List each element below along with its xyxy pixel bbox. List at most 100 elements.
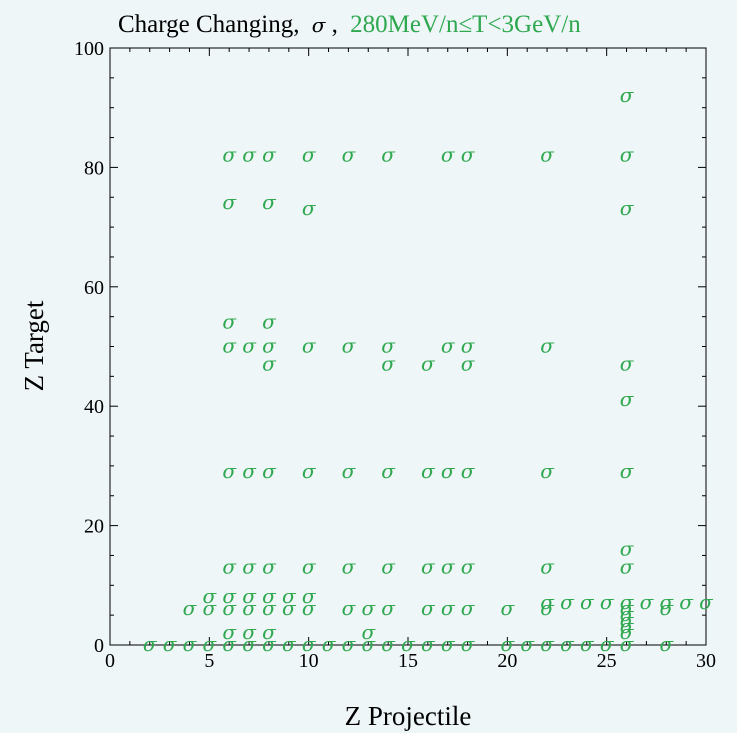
data-point: σ — [620, 608, 635, 632]
title-sigma: σ — [312, 13, 327, 37]
data-point: σ — [441, 632, 456, 656]
x-tick-label: 30 — [696, 650, 716, 672]
data-point: σ — [441, 554, 456, 578]
data-point: σ — [501, 632, 516, 656]
data-point: σ — [262, 334, 277, 358]
data-point: σ — [620, 554, 635, 578]
data-point: σ — [222, 310, 237, 334]
data-point: σ — [461, 351, 476, 375]
data-point: σ — [580, 632, 595, 656]
data-point: σ — [242, 584, 257, 608]
data-point: σ — [302, 596, 317, 620]
y-tick-label: 20 — [84, 516, 104, 538]
title-energy-range: 280MeV/n≤T<3GeV/n — [350, 11, 581, 38]
data-point: σ — [461, 554, 476, 578]
data-point: σ — [421, 554, 436, 578]
data-point: σ — [421, 632, 436, 656]
data-point: σ — [242, 142, 257, 166]
data-point: σ — [659, 590, 674, 614]
data-point: σ — [600, 590, 615, 614]
data-point: σ — [342, 596, 357, 620]
y-axis-label: Z Target — [19, 300, 49, 391]
data-point: σ — [242, 459, 257, 483]
data-point: σ — [222, 334, 237, 358]
x-tick-label: 0 — [105, 650, 115, 672]
data-point: σ — [302, 334, 317, 358]
data-point: σ — [183, 632, 198, 656]
data-point: σ — [620, 459, 635, 483]
data-point: σ — [441, 334, 456, 358]
data-point: σ — [282, 632, 297, 656]
data-point: σ — [620, 590, 635, 614]
x-tick-label: 15 — [398, 650, 418, 672]
data-point: σ — [242, 632, 257, 656]
data-point: σ — [222, 142, 237, 166]
data-point: σ — [262, 351, 277, 375]
data-point: σ — [302, 196, 317, 220]
data-point: σ — [222, 190, 237, 214]
data-point: σ — [461, 459, 476, 483]
data-point: σ — [302, 584, 317, 608]
data-point: σ — [222, 554, 237, 578]
data-point: σ — [381, 596, 396, 620]
data-point: σ — [501, 596, 516, 620]
data-point: σ — [262, 632, 277, 656]
data-point: σ — [659, 632, 674, 656]
axis-tick-labels: 0 5 10 15 20 25 30 0 20 40 60 80 100 — [74, 38, 716, 672]
x-tick-label: 25 — [597, 650, 617, 672]
data-point: σ — [262, 596, 277, 620]
data-point: σ — [242, 554, 257, 578]
data-point: σ — [620, 632, 635, 656]
chart-title: Charge Changing, σ , 280MeV/n≤T<3GeV/n — [118, 11, 581, 38]
data-point: σ — [262, 459, 277, 483]
data-point: σ — [222, 459, 237, 483]
x-tick-label: 10 — [299, 650, 319, 672]
data-point: σ — [361, 632, 376, 656]
data-point: σ — [342, 334, 357, 358]
data-point: σ — [222, 596, 237, 620]
title-prefix: Charge Changing, — [118, 11, 299, 38]
data-point: σ — [620, 83, 635, 107]
data-point: σ — [620, 387, 635, 411]
data-point: σ — [381, 142, 396, 166]
data-point: σ — [540, 142, 555, 166]
data-point: σ — [659, 596, 674, 620]
data-point: σ — [620, 620, 635, 644]
data-point: σ — [222, 620, 237, 644]
data-point: σ — [441, 596, 456, 620]
x-tick-label: 20 — [497, 650, 517, 672]
data-point: σ — [520, 632, 535, 656]
data-point: σ — [441, 142, 456, 166]
data-point: σ — [143, 632, 158, 656]
data-point: σ — [203, 584, 218, 608]
data-point: σ — [203, 632, 218, 656]
data-point: σ — [262, 584, 277, 608]
data-point: σ — [302, 142, 317, 166]
data-point: σ — [222, 584, 237, 608]
data-point: σ — [461, 596, 476, 620]
data-point: σ — [421, 459, 436, 483]
data-point: σ — [302, 459, 317, 483]
data-point: σ — [262, 142, 277, 166]
data-point: σ — [461, 632, 476, 656]
data-point: σ — [381, 459, 396, 483]
data-point: σ — [600, 632, 615, 656]
data-point: σ — [242, 620, 257, 644]
data-point: σ — [620, 196, 635, 220]
data-point: σ — [461, 142, 476, 166]
axis-ticks — [109, 47, 707, 646]
y-tick-label: 0 — [94, 635, 104, 657]
data-point: σ — [262, 190, 277, 214]
data-point: σ — [461, 334, 476, 358]
data-point: σ — [342, 554, 357, 578]
data-point: σ — [620, 602, 635, 626]
data-point: σ — [540, 632, 555, 656]
data-point: σ — [679, 590, 694, 614]
data-point: σ — [381, 632, 396, 656]
data-point: σ — [203, 596, 218, 620]
data-point: σ — [540, 334, 555, 358]
data-point: σ — [381, 554, 396, 578]
y-tick-label: 100 — [74, 38, 104, 60]
